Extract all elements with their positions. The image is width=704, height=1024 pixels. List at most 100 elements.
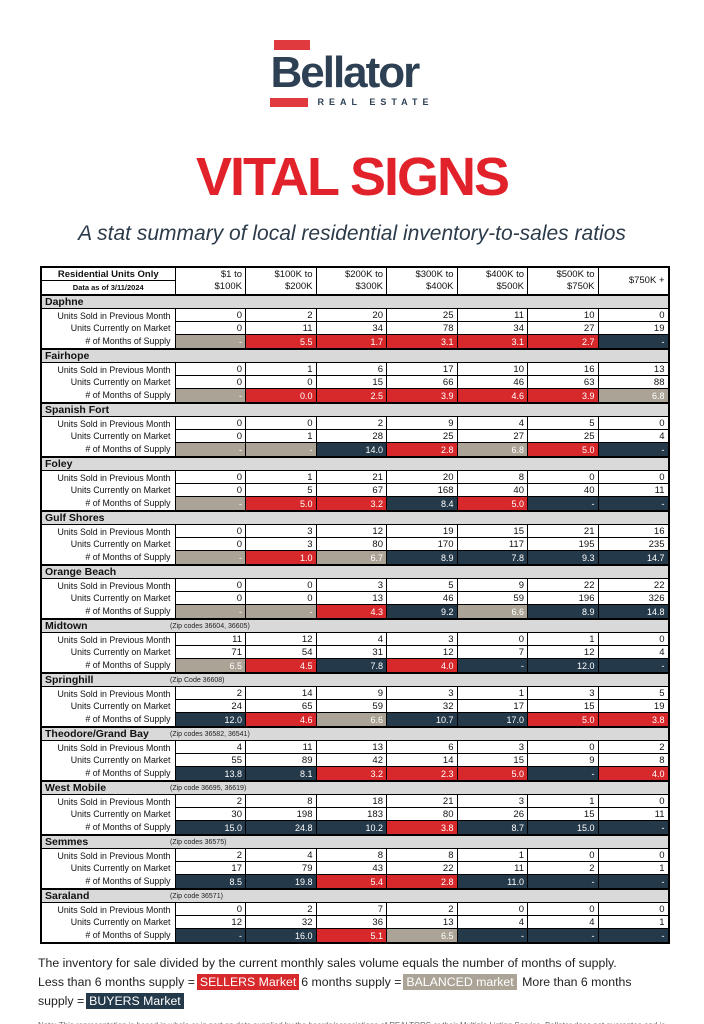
supply-cell: 5.0 [245, 496, 317, 512]
supply-cell: - [456, 658, 528, 674]
value-cell: 0 [174, 375, 246, 390]
value-cell: 13 [315, 740, 387, 755]
value-cell: 21 [386, 794, 458, 809]
data-row: Units Currently on Market 0 1 28 25 27 25 4 [41, 429, 669, 444]
logo-tagline: REAL ESTATE [317, 97, 434, 108]
value-cell: 0 [597, 470, 669, 485]
value-cell: 20 [386, 470, 458, 485]
area-name: Theodore/Grand Bay [45, 728, 149, 741]
col-header-line2: $750K [567, 280, 595, 292]
area-header-cell: West Mobile (Zip code 36695, 36619) [41, 779, 669, 796]
value-cell: 4 [456, 915, 528, 930]
col-header-line1: $300K to [415, 268, 454, 280]
value-cell: 21 [527, 524, 599, 539]
value-cell: 2 [386, 902, 458, 917]
value-cell: 0 [597, 632, 669, 647]
value-cell: 43 [315, 861, 387, 876]
value-cell: 9 [456, 578, 528, 593]
supply-cell: 8.9 [527, 604, 599, 620]
area-header-row: Saraland (Zip code 36571) [41, 887, 669, 904]
value-cell: 78 [386, 321, 458, 336]
value-cell: 12 [174, 915, 246, 930]
row-label: Units Sold in Previous Month [41, 902, 176, 916]
value-cell: 12 [527, 645, 599, 660]
row-label: Units Currently on Market [41, 321, 176, 335]
supply-cell: 24.8 [245, 820, 317, 836]
supply-cell: 0.0 [245, 388, 317, 404]
supply-cell: 10.7 [386, 712, 458, 728]
data-row: Units Sold in Previous Month 0 1 6 17 10 16 13 [41, 362, 669, 377]
supply-cell: 14.0 [315, 442, 387, 458]
value-cell: 170 [386, 537, 458, 552]
corner-subtitle: Data as of 3/11/2024 [40, 280, 176, 296]
value-cell: 11 [456, 861, 528, 876]
value-cell: 0 [174, 578, 246, 593]
value-cell: 21 [315, 470, 387, 485]
value-cell: 11 [597, 807, 669, 822]
value-cell: 80 [386, 807, 458, 822]
row-label: Units Sold in Previous Month [41, 740, 176, 754]
area-zip: (Zip codes 36575) [170, 839, 227, 847]
value-cell: 0 [527, 470, 599, 485]
value-cell: 183 [315, 807, 387, 822]
value-cell: 0 [597, 902, 669, 917]
area-name: Semmes [45, 836, 89, 849]
row-label: Units Sold in Previous Month [41, 686, 176, 700]
row-label: Units Currently on Market [41, 699, 176, 713]
value-cell: 2 [315, 416, 387, 431]
supply-cell: - [527, 874, 599, 890]
area-header-row: Orange Beach [41, 563, 669, 580]
supply-row: # of Months of Supply 13.8 8.1 3.2 2.3 5.0-4.… [41, 766, 669, 782]
col-header-line2: $100K [214, 280, 242, 292]
col-header-line1: $500K to [556, 268, 595, 280]
supply-cell: 9.3 [527, 550, 599, 566]
value-cell: 16 [527, 362, 599, 377]
col-header-1: $1 to $100K [174, 266, 246, 296]
table-body: Daphne Units Sold in Previous Month 0 2 20 25… [41, 293, 669, 944]
value-cell: 1 [245, 470, 317, 485]
stats-table-wrap: Residential Units Only $1 to $100K $100K… [40, 265, 670, 944]
supply-cell: 3.2 [315, 766, 387, 782]
value-cell: 0 [174, 362, 246, 377]
balanced-market-badge: BALANCED market [403, 974, 517, 991]
value-cell: 4 [597, 645, 669, 660]
supply-cell: - [174, 928, 246, 944]
area-header-cell: Midtown (Zip codes 36604, 36605) [41, 617, 669, 634]
area-header-row: Daphne [41, 293, 669, 310]
supply-cell: 7.8 [315, 658, 387, 674]
area-header-cell: Springhill (Zip Code 36608) [41, 671, 669, 688]
supply-cell: - [597, 820, 669, 836]
value-cell: 0 [174, 416, 246, 431]
row-label: Units Currently on Market [41, 429, 176, 443]
supply-cell: 3.9 [386, 388, 458, 404]
table-head: Residential Units Only $1 to $100K $100K… [40, 266, 669, 296]
value-cell: 54 [245, 645, 317, 660]
col-header-3: $200K to $300K [315, 266, 387, 296]
value-cell: 11 [245, 740, 317, 755]
value-cell: 8 [245, 794, 317, 809]
data-row: Units Sold in Previous Month 0 1 21 20 8 0 0 [41, 470, 669, 485]
legend-key-line: Less than 6 months supply = SELLERS Marke… [38, 973, 668, 1011]
supply-cell: 7.8 [456, 550, 528, 566]
row-label: # of Months of Supply [41, 334, 176, 349]
value-cell: 0 [456, 902, 528, 917]
col-header-2: $100K to $200K [245, 266, 317, 296]
stats-table: Residential Units Only $1 to $100K $100K… [40, 265, 670, 944]
value-cell: 32 [386, 699, 458, 714]
supply-cell: 5.0 [527, 442, 599, 458]
value-cell: 34 [315, 321, 387, 336]
supply-cell: 3.8 [597, 712, 669, 728]
data-row: Units Currently on Market 55 89 42 14 15 9 8 [41, 753, 669, 768]
supply-cell: - [174, 442, 246, 458]
value-cell: 34 [456, 321, 528, 336]
supply-cell: 5.1 [315, 928, 387, 944]
area-zip: (Zip code 36571) [170, 893, 223, 901]
value-cell: 3 [245, 524, 317, 539]
col-header-line2: $300K [355, 280, 383, 292]
area-header-row: Midtown (Zip codes 36604, 36605) [41, 617, 669, 634]
area-header-row: Fairhope [41, 347, 669, 364]
value-cell: 25 [386, 308, 458, 323]
value-cell: 4 [597, 429, 669, 444]
value-cell: 15 [315, 375, 387, 390]
value-cell: 1 [245, 429, 317, 444]
